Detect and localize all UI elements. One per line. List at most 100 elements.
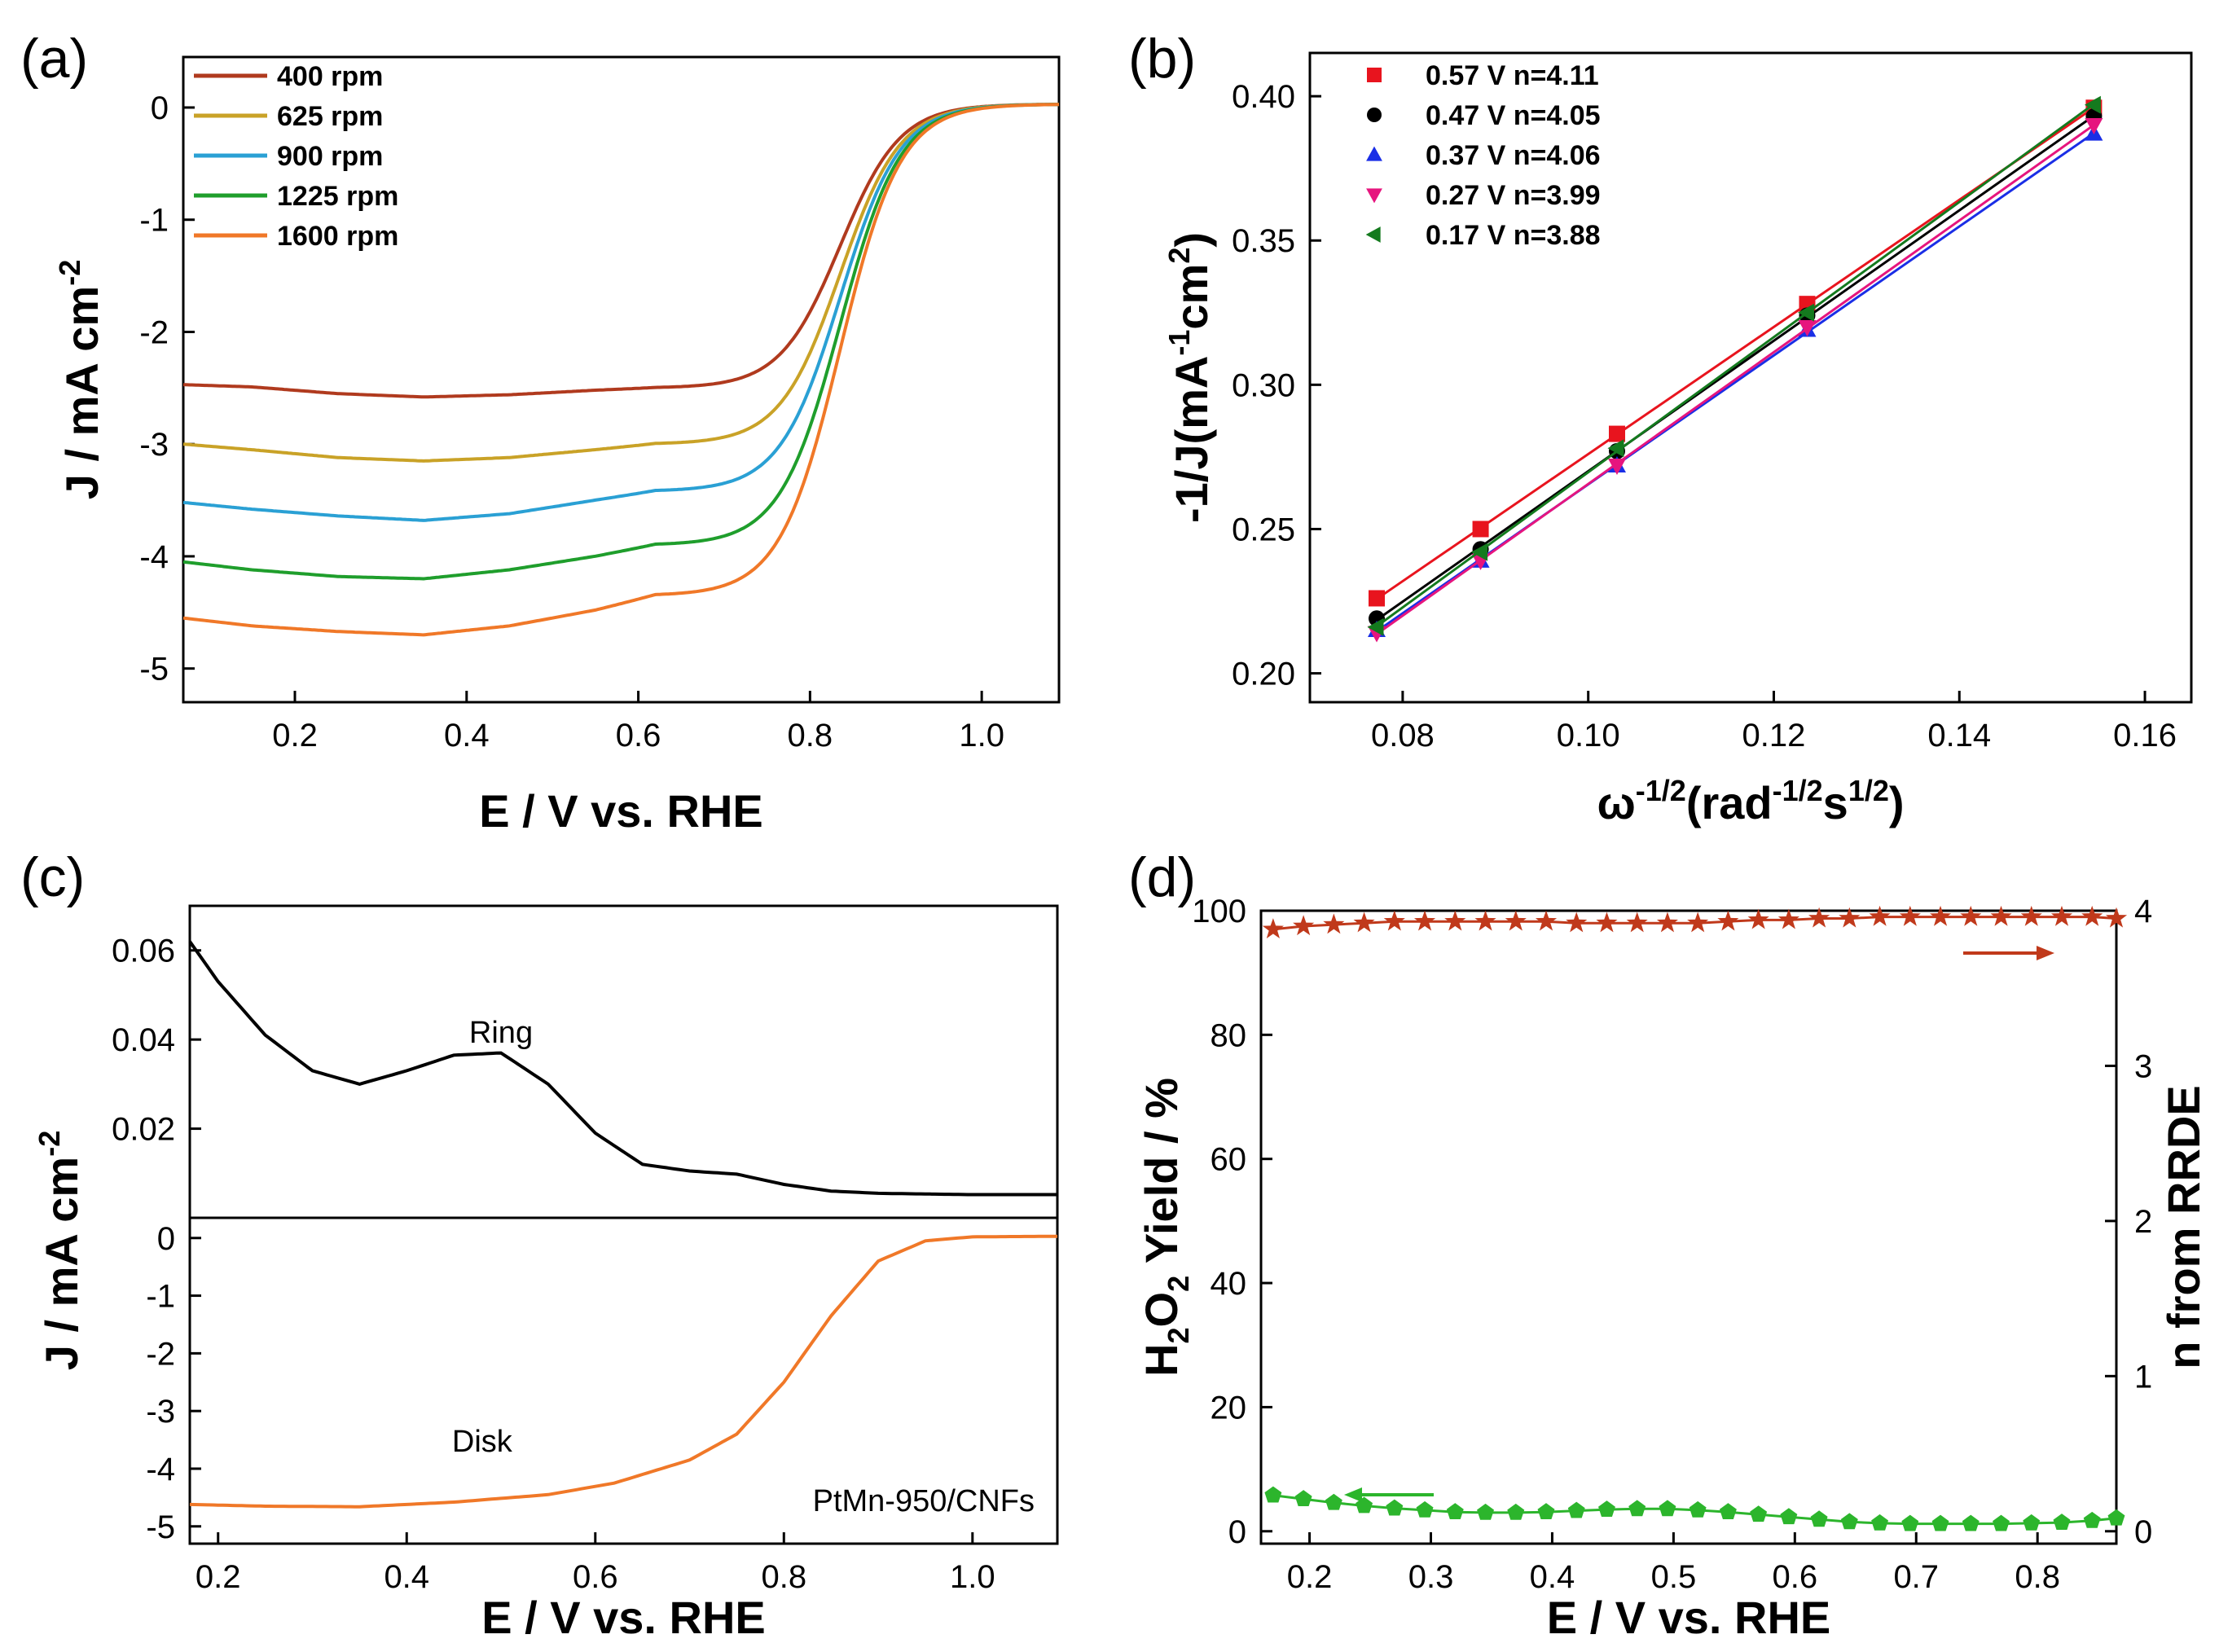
panel-b-legend-marker (1366, 188, 1382, 204)
panel-d-point (1689, 1500, 1707, 1518)
panel-d-point (1416, 1500, 1434, 1518)
panel-d-ylabel-left-part: H (1136, 1343, 1187, 1376)
panel-c-disk-line (189, 1234, 1057, 1509)
panel-d-point (1659, 1500, 1676, 1517)
panel-c-disk-y-tick-label: -5 (146, 1509, 175, 1545)
panel-b-ylabel-part: 2 (1162, 248, 1196, 264)
panel-d-left-y-tick-label: 80 (1211, 1017, 1247, 1053)
panel-d-left-y-tick-label: 20 (1211, 1390, 1247, 1426)
panel-b-xlabel-part: 1/2 (1848, 774, 1889, 807)
panel-b-y-tick-label: 0.20 (1232, 657, 1295, 692)
panel-a-legend-label: 400 rpm (277, 61, 383, 92)
panel-b-point (1607, 459, 1626, 476)
panel-a-x-tick-label: 1.0 (959, 718, 1004, 754)
panel-b-label: (b) (1128, 28, 1196, 90)
panel-c-ylabel-text: J / mA cm-2 (33, 1131, 87, 1371)
panel-a-series-2 (182, 103, 1059, 522)
panel-a-y-tick-label: -4 (139, 539, 169, 575)
panel-d-x-tick-label: 0.4 (1530, 1559, 1575, 1595)
panel-c-ring-y-tick-label: 0.02 (112, 1112, 175, 1148)
panel-d-ylabel-left-part: O (1136, 1292, 1187, 1328)
panel-d-point (1262, 918, 1284, 938)
panel-b-point (1797, 303, 1814, 322)
panel-d-point (1323, 913, 1345, 934)
panel-b-y-tick-label: 0.35 (1232, 223, 1295, 259)
panel-c-ring-y-tick-label: 0.06 (112, 934, 175, 969)
panel-a-series-1 (182, 103, 1060, 463)
panel-d-point (1444, 910, 1466, 931)
panel-d-x-tick-label: 0.8 (2015, 1559, 2060, 1595)
panel-d-point (1899, 905, 1921, 926)
panel-c-x-tick-label: 0.4 (384, 1559, 429, 1595)
panel-a-y-tick-label: 0 (151, 90, 169, 126)
panel-a-x-tick-label: 0.6 (616, 718, 661, 754)
panel-d-x-tick-label: 0.3 (1408, 1559, 1454, 1595)
panel-d-right-y-tick-label: 1 (2134, 1359, 2152, 1395)
panel-c-xlabel: E / V vs. RHE (481, 1592, 766, 1643)
panel-c-ylabel: J / mA cm-2 (33, 1131, 87, 1371)
panel-d-point (1871, 1514, 1889, 1531)
panel-d-point (1474, 910, 1496, 931)
panel-d-point (1264, 1486, 1282, 1503)
panel-b-x-tick-label: 0.16 (2113, 718, 2177, 754)
panel-d-point (1535, 910, 1558, 931)
panel-b-ylabel-part: cm (1166, 264, 1217, 330)
panel-b-point (1798, 320, 1817, 337)
panel-d-left-y-tick-label: 60 (1211, 1142, 1247, 1178)
panel-d-point (1598, 1500, 1615, 1518)
panel-a-y-tick-label: -5 (139, 652, 169, 688)
panel-d-point (1628, 1500, 1646, 1517)
panel-a-series-4 (182, 103, 1059, 637)
panel-c-disk-y-tick-label: -2 (146, 1336, 175, 1372)
panel-d-point (1383, 910, 1405, 931)
panel-d-point (1901, 1514, 1919, 1531)
panel-a-y-tick-label: -3 (139, 427, 169, 463)
panel-b-y-tick-label: 0.25 (1232, 512, 1295, 547)
panel-d-point (1596, 912, 1618, 933)
panel-a-legend-label: 900 rpm (277, 141, 383, 172)
panel-b-point (1369, 590, 1386, 607)
panel-c-disk-y-tick-label: 0 (157, 1221, 175, 1257)
panel-d-point (1840, 1513, 1858, 1530)
panel-d-x-tick-label: 0.6 (1773, 1559, 1818, 1595)
panel-d-point (2053, 1514, 2071, 1530)
panel-b-point (2084, 95, 2101, 114)
panel-b-ylabel-text: -1/J(mA-1cm2) (1162, 232, 1217, 523)
panel-d-point (1656, 912, 1679, 933)
panel-c-ring-line (188, 940, 1057, 1197)
panel-d-point (1750, 1505, 1768, 1522)
panel-d-ylabel-right: n from RRDE (2158, 1085, 2209, 1369)
panel-b-legend-marker (1367, 108, 1382, 122)
panel-c-x-tick-label: 0.8 (761, 1559, 806, 1595)
panel-d-ylabel-left-part: 2 (1162, 1276, 1195, 1292)
panel-a-ylabel-text: J / mA cm-2 (53, 260, 108, 500)
panel-a-ylabel-part: -2 (53, 260, 86, 286)
panel-d-point (1747, 908, 1769, 929)
panel-d-point (2107, 1509, 2125, 1526)
panel-d-point (1507, 1503, 1525, 1520)
panel-d-point (2023, 1514, 2041, 1531)
panel-d-point (1990, 905, 2012, 926)
panel-b-x-tick-label: 0.10 (1557, 718, 1620, 754)
panel-d-point (1780, 1508, 1798, 1525)
panel-a-series-3 (182, 103, 1059, 581)
panel-d-ylabel-left-part: Yield / % (1136, 1078, 1187, 1276)
panel-d-point (1537, 1503, 1555, 1520)
panel-b-xlabel: ω-1/2(rad-1/2s1/2) (1597, 774, 1904, 828)
panel-d-point (1505, 910, 1527, 931)
panel-c-disk-label: Disk (452, 1425, 513, 1459)
panel-b-point (2085, 118, 2103, 135)
panel-d-point (1810, 1510, 1828, 1527)
panel-b-point (1608, 425, 1625, 442)
panel-d-ylabel-left: H2O2 Yield / % (1136, 1078, 1195, 1377)
panel-d-point (1931, 1514, 1949, 1531)
panel-d-point (1567, 1501, 1585, 1518)
panel-a-ylabel: J / mA cm-2 (53, 260, 108, 500)
panel-d-x-tick-label: 0.7 (1893, 1559, 1939, 1595)
panel-d-xlabel: E / V vs. RHE (1547, 1592, 1831, 1643)
panel-a-legend-label: 1600 rpm (277, 221, 398, 252)
panel-d-point (1777, 908, 1799, 929)
panel-b-x-tick-label: 0.08 (1371, 718, 1435, 754)
panel-b-fit-line (1376, 114, 2095, 622)
panel-b-ylabel: -1/J(mA-1cm2) (1162, 232, 1217, 523)
